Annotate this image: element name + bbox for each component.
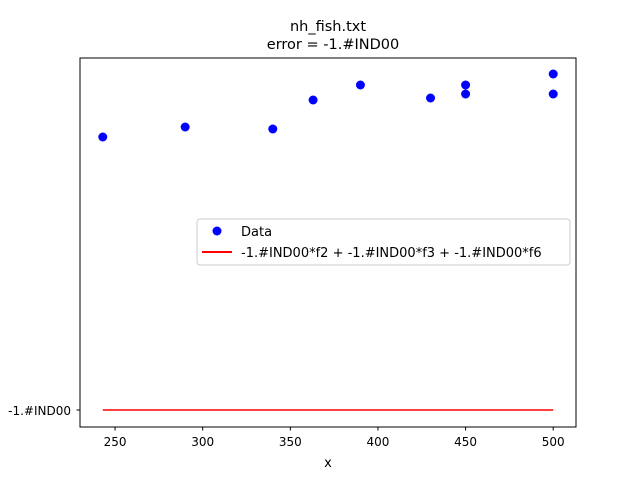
data-point [98,132,108,142]
plot-area [79,57,577,428]
x-axis: 250 300 350 400 450 500 [104,427,565,449]
x-tick-label: 450 [454,435,477,449]
x-tick-label: 400 [366,435,389,449]
x-axis-label: x [324,456,332,471]
legend-data-marker [212,226,222,236]
data-point [355,80,365,90]
data-point [461,80,471,90]
data-point [548,89,558,99]
data-point [180,122,190,132]
x-tick-label: 250 [104,435,127,449]
x-tick-label: 500 [542,435,565,449]
chart-subtitle: error = -1.#IND00 [267,37,399,53]
y-axis: -1.#IND00 [8,404,80,418]
x-tick-label: 350 [279,435,302,449]
data-point [548,69,558,79]
data-point [461,89,471,99]
data-point [268,124,278,134]
legend-box [196,218,571,266]
series-layer [98,69,558,411]
chart-title: nh_fish.txt [290,19,366,35]
legend: Data -1.#IND00*f2 + -1.#IND00*f3 + -1.#I… [196,218,571,266]
data-point [426,93,436,103]
data-point [308,95,318,105]
x-tick-label: 300 [191,435,214,449]
legend-fit-label: -1.#IND00*f2 + -1.#IND00*f3 + -1.#IND00*… [241,246,542,261]
legend-data-label: Data [241,225,272,240]
y-tick-label: -1.#IND00 [8,404,71,418]
